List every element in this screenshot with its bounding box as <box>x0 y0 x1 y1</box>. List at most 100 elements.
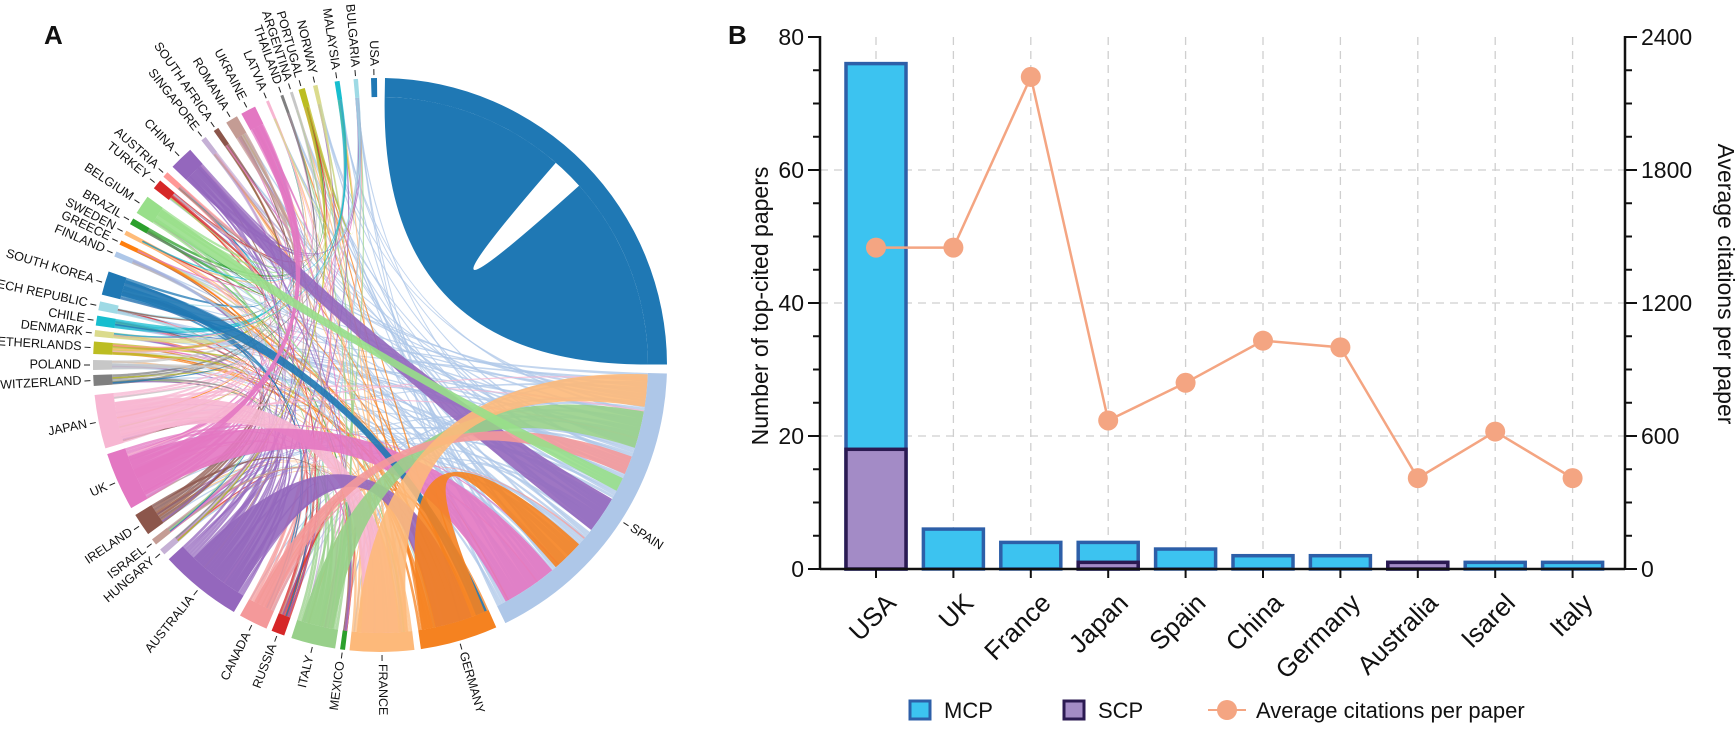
y2-tick-label-0: 0 <box>1641 556 1654 582</box>
chord-ribbon-japan <box>117 311 249 423</box>
x-category-label-japan: Japan <box>1063 588 1134 659</box>
legend-label-average-citations: Average citations per paper <box>1256 698 1525 723</box>
y-tick-label-20: 20 <box>778 423 804 449</box>
chord-label-bulgaria: BULGARIA <box>343 3 362 68</box>
chord-ribbon-south-korea <box>114 296 249 340</box>
chord-arc-chile <box>95 315 116 329</box>
chord-label-spain: SPAIN <box>628 521 666 553</box>
point-average-citations-usa <box>866 237 886 258</box>
chord-label-chile: CHILE <box>47 305 86 325</box>
chord-ribbons <box>111 97 648 634</box>
x-category-label-australia: Australia <box>1351 587 1444 680</box>
chord-ribbon-italy <box>301 404 644 629</box>
chord-tick-latvia <box>263 92 267 99</box>
chord-ribbon-usa <box>384 97 648 365</box>
chord-tick-australia <box>193 590 198 596</box>
point-average-citations-spain <box>1175 372 1196 393</box>
chord-arc-ireland <box>135 505 164 535</box>
chord-arc-russia <box>271 613 291 636</box>
chord-label-netherlands: NETHERLANDS <box>0 334 82 354</box>
chord-arc-australia <box>168 546 244 613</box>
x-category-label-usa: USA <box>843 587 902 646</box>
chart-legend: MCP SCP Average citations per paper <box>908 698 1525 723</box>
chord-arc-belgium <box>136 196 163 223</box>
y2-tick-label-1800: 1800 <box>1641 157 1692 183</box>
chord-ribbon-south-korea <box>112 280 250 384</box>
chord-arc-norway <box>313 84 322 105</box>
x-category-label-italy: Italy <box>1543 588 1598 643</box>
chord-arc-singapore <box>201 137 218 156</box>
x-category-label-isarel: Isarel <box>1455 588 1521 654</box>
chord-label-france: FRANCE <box>376 664 390 716</box>
bar-mcp-germany <box>1308 553 1373 571</box>
x-category-label-spain: Spain <box>1143 588 1211 656</box>
y2-tick-label-600: 600 <box>1641 423 1679 449</box>
chord-tick-uk <box>109 482 116 486</box>
chart-gridlines <box>820 37 1625 569</box>
chord-arc-czech-republic <box>98 301 119 314</box>
bar-mcp-spain <box>1153 547 1218 571</box>
chord-tick-spain <box>623 522 629 527</box>
chord-ribbon-uk <box>136 230 262 481</box>
chord-ribbon-israel <box>146 438 270 531</box>
chord-tick-denmark <box>85 331 92 334</box>
chord-tick-brazil <box>123 216 130 221</box>
chord-tick-russia <box>274 635 278 642</box>
y-tick-label-60: 60 <box>778 157 804 183</box>
chord-tick-mexico <box>340 652 343 659</box>
point-average-citations-china <box>1253 330 1273 351</box>
chord-arc-usa <box>370 78 378 98</box>
legend-label-scp: SCP <box>1098 698 1143 723</box>
bar-scp-usa <box>844 447 908 571</box>
y-tick-label-80: 80 <box>778 24 804 50</box>
chord-tick-czech-republic <box>90 303 97 306</box>
chord-arc-romania <box>226 116 247 139</box>
chord-arc-china <box>172 149 203 180</box>
chord-arc-sweden <box>124 230 144 244</box>
chord-arc-ukraine <box>241 106 264 131</box>
chord-ribbon-spain <box>319 103 646 408</box>
chord-arc-canada <box>239 598 274 629</box>
legend-marker-average-citations <box>1217 700 1237 720</box>
chord-tick-portugal <box>298 80 302 87</box>
chord-tick-south-korea <box>96 279 103 283</box>
chord-arc-switzerland <box>93 374 113 387</box>
chord-tick-israel <box>146 543 152 548</box>
chord-ribbon-belgium <box>152 220 272 531</box>
chord-arc-brazil <box>129 218 150 234</box>
chord-arc-greece <box>119 240 139 253</box>
chord-tick-hungary <box>155 553 161 559</box>
chord-arc-poland <box>93 359 113 371</box>
chord-tick-bulgaria <box>354 70 356 77</box>
chord-ribbon-ireland <box>122 288 262 518</box>
point-average-citations-uk <box>943 237 964 258</box>
chord-arc-south-africa <box>213 127 229 147</box>
chord-arc-usa <box>384 78 667 365</box>
legend-swatch-scp <box>1062 699 1086 721</box>
chord-tick-finland <box>106 250 113 254</box>
point-average-citations-japan <box>1098 410 1119 431</box>
chord-tick-thailand <box>278 86 282 93</box>
x-category-label-france: France <box>978 588 1056 666</box>
y-tick-label-0: 0 <box>791 556 804 582</box>
chord-arc-uk <box>107 448 148 509</box>
chord-arc-italy <box>291 619 339 649</box>
chord-arc-bulgaria <box>353 78 360 99</box>
y2-axis-label: Average citations per paper <box>1713 144 1736 425</box>
chord-arc-hungary <box>160 537 179 555</box>
chord-tick-turkey <box>149 178 155 183</box>
chart-bars <box>844 61 1605 571</box>
chord-tick-ireland <box>133 525 140 531</box>
chord-arc-argentina <box>289 91 299 111</box>
chord-ribbon-canada <box>254 431 632 610</box>
chord-tick-ukraine <box>243 101 248 108</box>
chord-arc-finland <box>114 251 134 264</box>
chord-tick-greece <box>112 238 118 242</box>
x-category-label-germany: Germany <box>1269 588 1366 685</box>
y2-tick-label-1200: 1200 <box>1641 290 1692 316</box>
chord-label-japan: JAPAN <box>47 417 88 439</box>
chart-line-series <box>866 66 1583 489</box>
